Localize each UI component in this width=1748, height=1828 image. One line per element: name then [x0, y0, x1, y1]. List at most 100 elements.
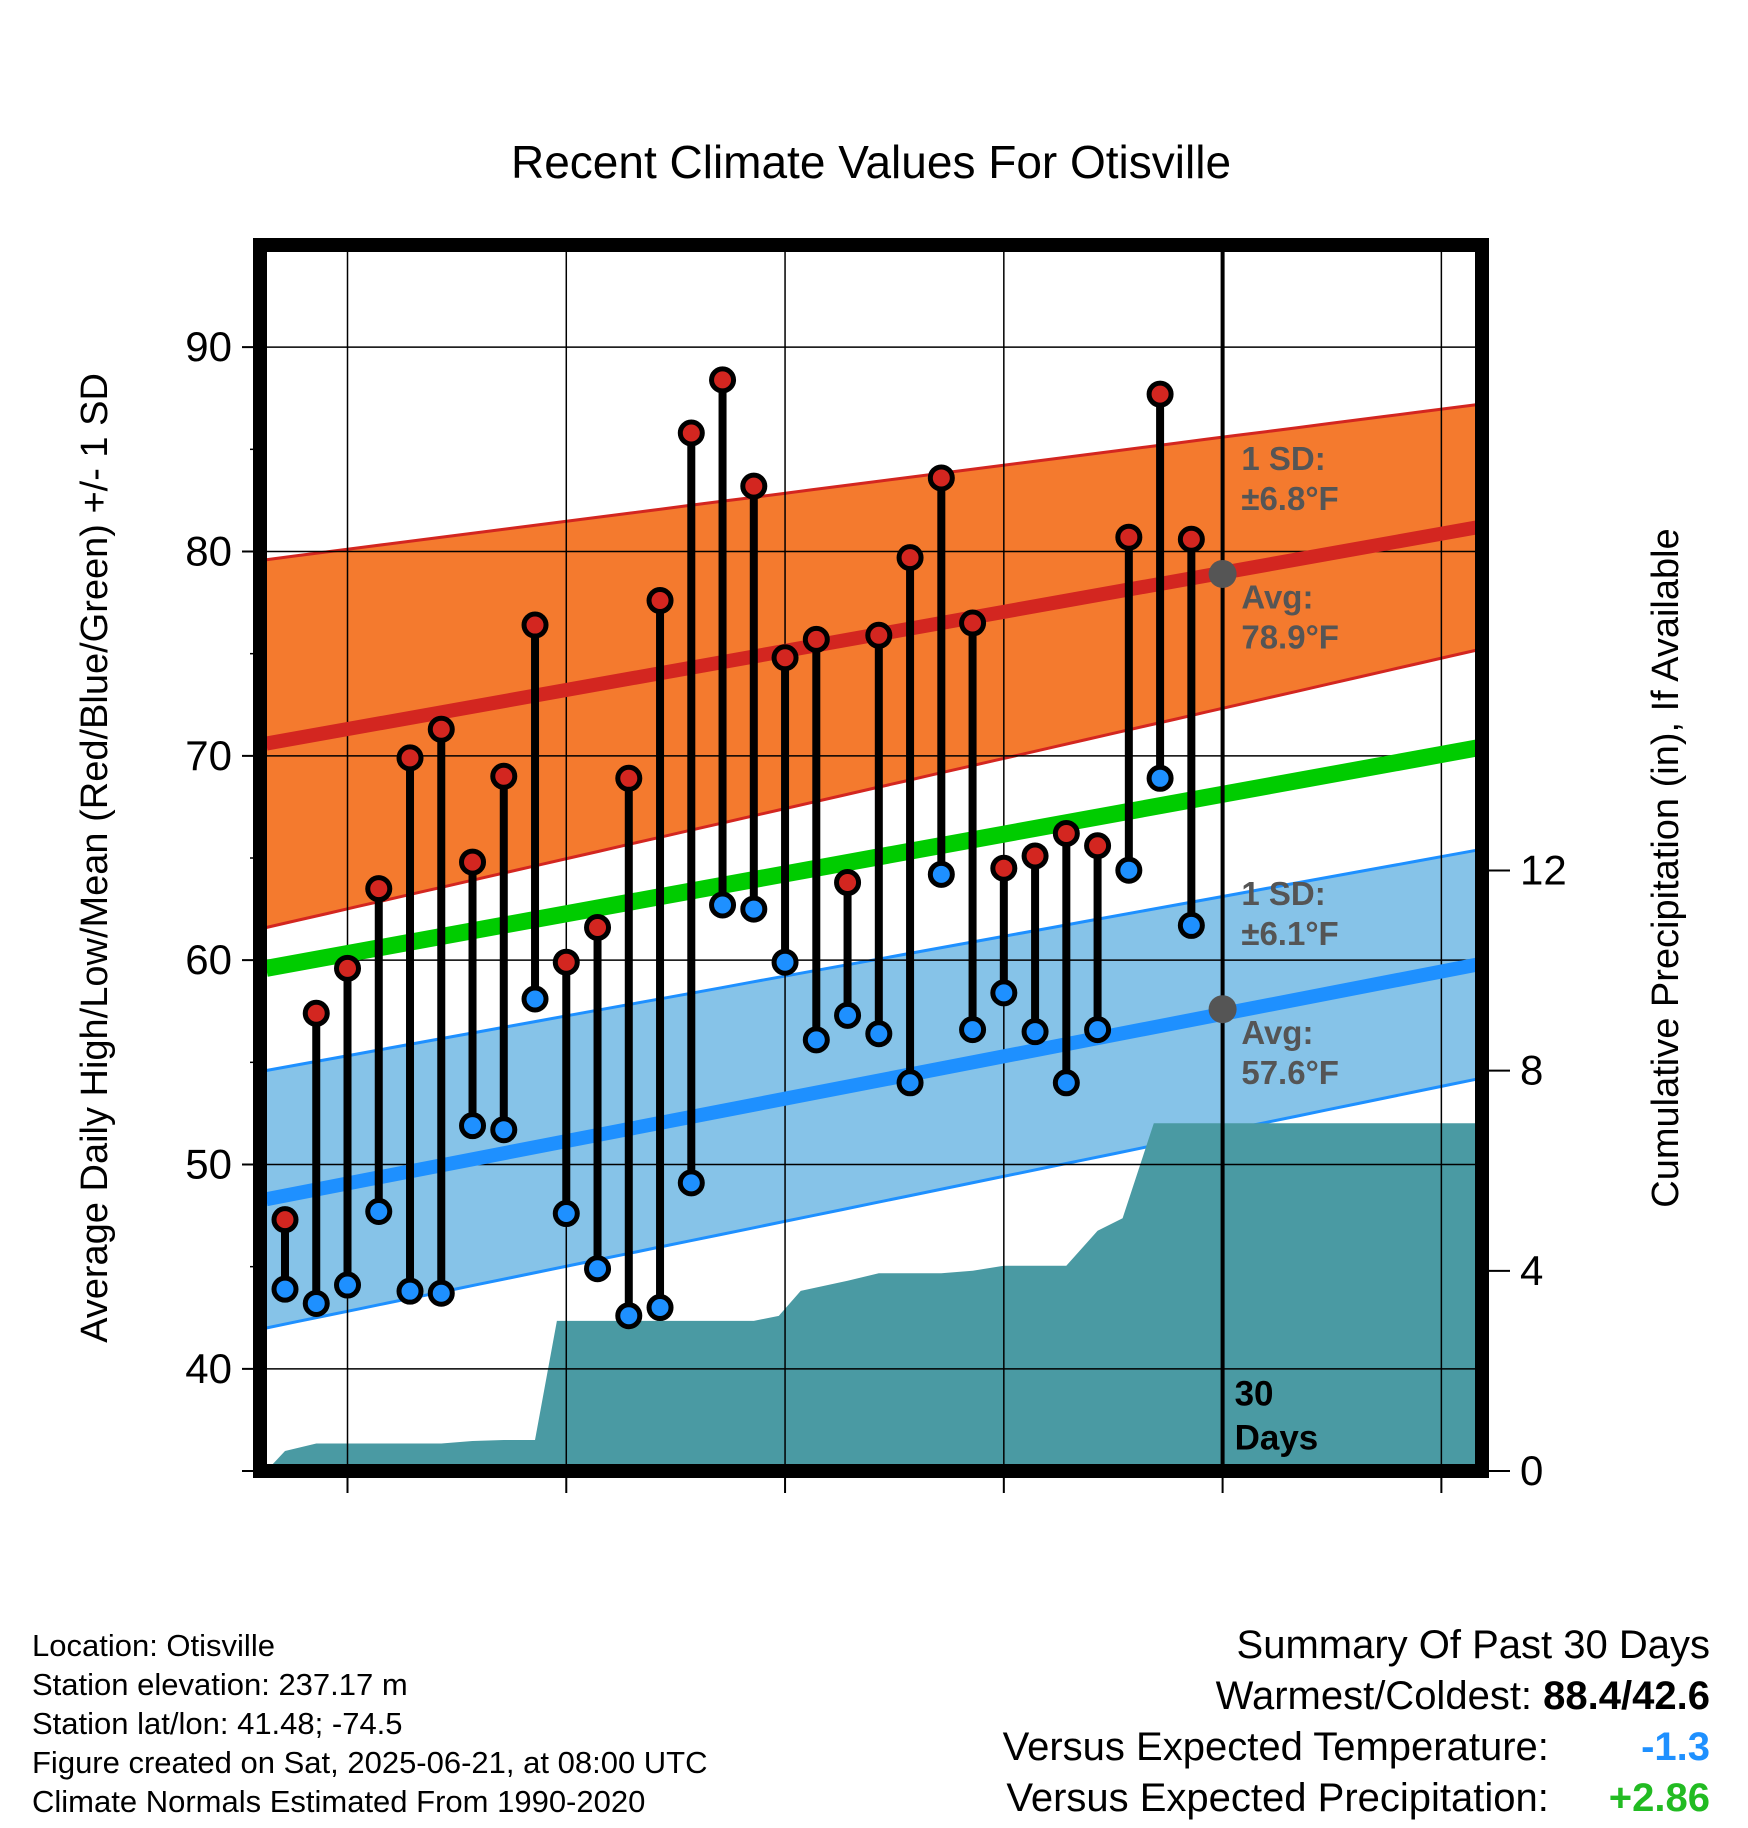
daily-high-point [1177, 525, 1205, 553]
y-left-tick-label: 60 [185, 936, 232, 983]
temp-value: -1.3 [1641, 1725, 1710, 1769]
x-tick-label: Jun 28 [1381, 1526, 1501, 1530]
daily-low-point [990, 979, 1018, 1007]
y-left-tick-label: 40 [185, 1345, 232, 1392]
today-high-avg-marker [1208, 559, 1237, 588]
summary-heading: Summary Of Past 30 Days [1236, 1623, 1710, 1667]
daily-high-point [1052, 819, 1080, 847]
daily-high-point [709, 366, 737, 394]
precip-label: Versus Expected Precipitation: [1006, 1776, 1549, 1820]
daily-high-point [365, 875, 393, 903]
daily-low-point [927, 860, 955, 888]
daily-low-point [396, 1277, 424, 1305]
daily-low-point [615, 1302, 643, 1330]
today-low-avg-marker [1208, 995, 1237, 1024]
daily-low-point [677, 1169, 705, 1197]
elevation-text: Station elevation: 237.17 m [32, 1667, 408, 1702]
daily-high-point [740, 472, 768, 500]
climate-chart: 1 SD: ±6.8°F Avg: 78.9°F 1 SD: ±6.1°F Avg: 57.6… [74, 136, 1687, 1530]
daily-high-point [771, 644, 799, 672]
x-tick-label: May 31 [501, 1526, 632, 1530]
daily-low-point [740, 895, 768, 923]
x-tick-label: May 24 [282, 1526, 413, 1530]
warmest-value: 88.4/42.6 [1543, 1674, 1710, 1718]
daily-low-point [1115, 856, 1143, 884]
high-sd-annotation: 1 SD: ±6.8°F [1241, 440, 1338, 517]
summary-precip-row: Versus Expected Precipitation: +2.86 [1003, 1773, 1710, 1824]
daily-high-point [584, 913, 612, 941]
daily-high-point [1084, 832, 1112, 860]
x-tick-label: Today [1169, 1526, 1276, 1530]
daily-high-point [615, 764, 643, 792]
high-sd-band [266, 404, 1479, 928]
daily-low-point [1177, 911, 1205, 939]
precip-area [266, 1123, 1479, 1471]
y-left-tick-label: 50 [185, 1141, 232, 1188]
summary-warmest-row: Warmest/Coldest: 88.4/42.6 [1003, 1671, 1710, 1722]
daily-low-point [959, 1016, 987, 1044]
chart-title: Recent Climate Values For Otisville [511, 136, 1231, 188]
daily-low-point [1146, 764, 1174, 792]
high-band-upper-edge [266, 402, 1480, 562]
daily-low-point [459, 1112, 487, 1140]
y-right-tick-label: 8 [1520, 1047, 1543, 1094]
daily-high-point [1115, 523, 1143, 551]
daily-low-point [365, 1197, 393, 1225]
daily-high-point [865, 621, 893, 649]
daily-low-point [802, 1026, 830, 1054]
daily-low-point [834, 1001, 862, 1029]
daily-high-point [802, 625, 830, 653]
y-right-axis-label: Cumulative Precipitation (in), If Availa… [1645, 528, 1687, 1207]
daily-low-point [865, 1020, 893, 1048]
daily-low-point [1052, 1069, 1080, 1097]
daily-high-point [490, 762, 518, 790]
daily-high-point [834, 869, 862, 897]
daily-high-point [646, 587, 674, 615]
daily-high-point [302, 999, 330, 1027]
high-avg-annotation: Avg: 78.9°F [1241, 579, 1339, 656]
summary-panel: Summary Of Past 30 Days Warmest/Coldest:… [1003, 1620, 1710, 1824]
daily-low-point [771, 948, 799, 976]
daily-high-point [521, 611, 549, 639]
y-left-tick-label: 80 [185, 528, 232, 575]
mean-avg-line [264, 739, 1481, 977]
daily-low-point [302, 1289, 330, 1317]
low-sd-annotation: 1 SD: ±6.1°F [1241, 875, 1338, 952]
temp-label: Versus Expected Temperature: [1002, 1725, 1549, 1769]
y-left-axis-label: Average Daily High/Low/Mean (Red/Blue/Gr… [74, 373, 116, 1343]
location-text: Location: Otisville [32, 1628, 275, 1663]
y-left-tick-label: 70 [185, 732, 232, 779]
daily-high-point [427, 715, 455, 743]
daily-high-point [334, 954, 362, 982]
daily-high-point [1021, 842, 1049, 870]
daily-high-point [677, 419, 705, 447]
low-avg-line [264, 957, 1481, 1207]
warmest-label: Warmest/Coldest: [1215, 1674, 1533, 1718]
daily-low-point [271, 1275, 299, 1303]
daily-high-point [1146, 380, 1174, 408]
plot-area [260, 245, 1482, 1471]
x-tick-label: Jun 07 [725, 1526, 845, 1530]
daily-low-point [709, 891, 737, 919]
daily-low-point [896, 1069, 924, 1097]
daily-high-point [959, 609, 987, 637]
daily-low-point [1084, 1016, 1112, 1044]
normals-text: Climate Normals Estimated From 1990-2020 [32, 1784, 646, 1819]
high-band-lower-edge [265, 648, 1480, 929]
daily-low-point [1021, 1018, 1049, 1046]
precip-value: +2.86 [1608, 1776, 1710, 1820]
y-right-tick-label: 12 [1520, 847, 1567, 894]
daily-low-point [334, 1271, 362, 1299]
y-right-tick-label: 0 [1520, 1447, 1543, 1494]
daily-high-point [896, 544, 924, 572]
daily-low-point [552, 1200, 580, 1228]
daily-high-point [927, 464, 955, 492]
daily-low-point [584, 1255, 612, 1283]
daily-low-point [521, 985, 549, 1013]
daily-high-point [271, 1206, 299, 1234]
daily-high-point [552, 948, 580, 976]
daily-low-point [646, 1294, 674, 1322]
days-label: 30 Days [1235, 1375, 1319, 1458]
y-left-tick-label: 90 [185, 323, 232, 370]
y-right-tick-label: 4 [1520, 1247, 1543, 1294]
